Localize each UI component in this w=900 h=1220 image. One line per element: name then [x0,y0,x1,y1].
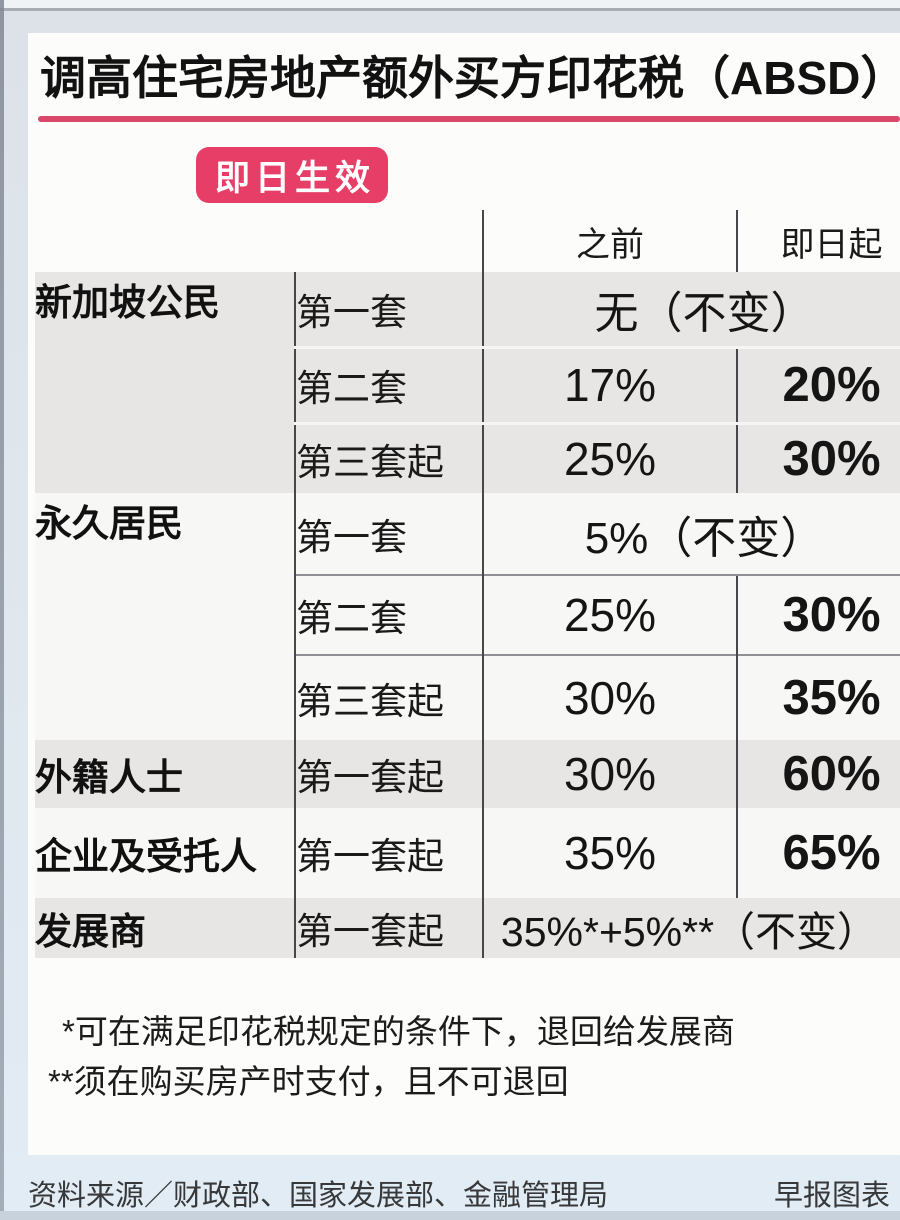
group-label-citizens: 新加坡公民 [35,272,295,493]
footnote-refund: *可在满足印花税规定的条件下，退回给发展商 [62,1013,735,1050]
before-value-cell: 35% [482,808,737,898]
left-edge-line [0,0,4,1220]
column-header-before: 之前 [482,210,737,272]
before-value-cell: 30% [482,740,737,808]
tier-cell: 第二套 [294,345,483,423]
bottom-strip [0,1211,900,1220]
column-header-now: 即日起 [736,210,900,272]
header-spacer [35,210,483,272]
table-row-entities: 企业及受托人 第一套起 35% 65% [35,808,900,898]
footnotes-block: *可在满足印花税规定的条件下，退回给发展商 **须在购买房产时支付，且不可退回 [0,1007,860,1107]
tier-cell: 第一套 [294,272,483,347]
now-value-cell: 30% [736,421,900,493]
tier-cell: 第二套 [294,574,483,655]
rate-table-wrapper: 之前 即日起 新加坡公民 第一套 无（不变） 第二套 17% 20% 第三套起 … [35,210,900,958]
publisher-credit: 早报图表 [773,1180,890,1212]
tier-cell: 第一套 [294,493,483,575]
merged-value-cell: 无（不变） [482,272,900,347]
top-divider-line [0,8,900,11]
absd-rate-table: 之前 即日起 新加坡公民 第一套 无（不变） 第二套 17% 20% 第三套起 … [35,210,900,958]
page-title: 调高住宅房地产额外买方印花税（ABSD） [40,52,900,104]
tier-cell: 第三套起 [294,421,483,493]
tier-cell: 第一套起 [294,898,483,958]
before-value-cell: 30% [482,654,737,740]
table-row-pr-2: 第二套 25% 30% [35,574,900,655]
table-row-developers: 发展商 第一套起 35%*+5%**（不变） [35,898,900,958]
before-value-cell: 17% [482,345,737,423]
top-strip [0,0,900,8]
table-row-foreigners: 外籍人士 第一套起 30% 60% [35,740,900,808]
effective-badge: 即日生效 [196,147,388,203]
merged-value-cell: 35%*+5%**（不变） [482,898,900,958]
group-label-entities: 企业及受托人 [35,808,295,898]
before-value-cell: 25% [482,574,737,655]
table-row-pr-3: 第三套起 30% 35% [35,654,900,740]
title-underline [38,116,900,122]
data-source: 资料来源／财政部、国家发展部、金融管理局 [28,1180,609,1212]
before-value-cell: 25% [482,421,737,493]
now-value-cell: 65% [736,808,900,898]
table-row-citizen-2: 第二套 17% 20% [35,345,900,423]
table-row-pr-1: 永久居民 第一套 5%（不变） [35,493,900,740]
group-label-foreigners: 外籍人士 [35,740,295,808]
table-header-row: 之前 即日起 [35,210,900,272]
source-bar: 资料来源／财政部、国家发展部、金融管理局 早报图表 [28,1172,890,1214]
now-value-cell: 60% [736,740,900,808]
tier-cell: 第三套起 [294,654,483,740]
table-row-citizen-1: 新加坡公民 第一套 无（不变） [35,272,900,493]
tier-cell: 第一套起 [294,808,483,898]
tier-cell: 第一套起 [294,740,483,808]
table-row-citizen-3: 第三套起 25% 30% [35,421,900,493]
now-value-cell: 20% [736,345,900,423]
merged-value-cell: 5%（不变） [482,493,900,575]
now-value-cell: 35% [736,654,900,740]
now-value-cell: 30% [736,574,900,655]
footnote-nonrefundable: **须在购买房产时支付，且不可退回 [48,1063,569,1100]
group-label-developers: 发展商 [35,898,295,958]
group-label-pr: 永久居民 [35,493,295,740]
